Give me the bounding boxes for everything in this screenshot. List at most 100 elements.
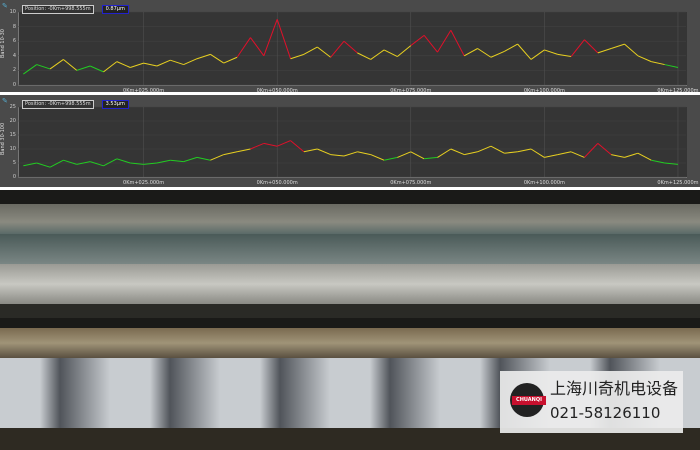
series-segment xyxy=(330,40,345,58)
series-segment xyxy=(89,65,104,73)
series-segment xyxy=(424,156,438,160)
chart-panel-top: ✎ Band 10-30 Position: -0Km+998.555m 0.8… xyxy=(0,0,700,94)
series-segment xyxy=(223,56,238,64)
series-segment xyxy=(357,52,371,60)
series-segment xyxy=(504,151,518,154)
plot-area[interactable] xyxy=(18,107,687,178)
y-tick-label: 0 xyxy=(12,82,16,88)
gear-logo-icon: CHUANQI xyxy=(510,383,546,417)
series-segment xyxy=(544,49,558,55)
series-segment xyxy=(183,156,198,163)
series-segment xyxy=(530,49,545,60)
series-segment xyxy=(530,148,545,158)
series-segment xyxy=(343,151,358,157)
series-segment xyxy=(357,151,371,156)
series-segment xyxy=(383,156,398,161)
y-tick-label: 2 xyxy=(12,67,16,74)
series-segment xyxy=(316,46,331,58)
series-segment xyxy=(651,159,665,164)
series-segment xyxy=(463,48,478,57)
company-watermark: CHUANQI 上海川奇机电设备 021-58126110 xyxy=(500,371,683,433)
series-segment xyxy=(437,29,452,53)
x-tick-label: 0Km+125.000m xyxy=(657,180,699,186)
series-segment xyxy=(410,151,425,160)
pin-icon[interactable]: ✎ xyxy=(2,97,8,105)
pin-icon[interactable]: ✎ xyxy=(2,2,8,10)
series-segment xyxy=(450,30,465,57)
series-segment xyxy=(116,61,131,68)
series-segment xyxy=(36,64,51,70)
series-segment xyxy=(570,151,585,158)
readout-bar: Position: -0Km+998.555m 3.53µm xyxy=(22,100,129,109)
y-tick-label: 8 xyxy=(12,23,16,30)
series-segment xyxy=(36,162,51,168)
series-segment xyxy=(450,148,465,156)
series-segment xyxy=(370,49,385,60)
series-segment xyxy=(637,55,652,63)
x-tick-label: 0Km+025.000m xyxy=(123,180,165,186)
series-segment xyxy=(237,148,251,153)
rail-surface-image xyxy=(0,190,700,450)
x-tick-label: 0Km+125.000m xyxy=(657,88,699,94)
y-tick-label: 5 xyxy=(12,160,16,166)
series-segment xyxy=(584,143,599,158)
series-segment xyxy=(130,162,144,165)
series-segment xyxy=(156,59,171,67)
x-tick-label: 0Km+075.000m xyxy=(390,88,432,94)
series-segment xyxy=(196,156,211,161)
series-segment xyxy=(156,159,171,164)
series-segment xyxy=(210,154,224,161)
series-segment xyxy=(263,19,278,56)
x-tick-label: 0Km+100.000m xyxy=(523,88,565,94)
series-segment xyxy=(664,162,679,165)
series-segment xyxy=(290,140,305,153)
y-tick-label: 10 xyxy=(9,9,16,15)
series-segment xyxy=(477,48,492,58)
series-segment xyxy=(183,58,198,66)
series-segment xyxy=(76,65,91,71)
x-tick-label: 0Km+025.000m xyxy=(123,88,165,94)
series-segment xyxy=(143,162,157,165)
series-segment xyxy=(317,148,331,156)
series-segment xyxy=(517,148,532,153)
series-segment xyxy=(63,59,78,71)
series-segment xyxy=(303,46,318,55)
series-segment xyxy=(504,43,518,52)
y-tick-label: 25 xyxy=(9,104,16,110)
series-segment xyxy=(170,59,184,66)
y-tick-label: 4 xyxy=(12,52,16,59)
series-segment xyxy=(437,148,452,158)
x-tick-label: 0Km+050.000m xyxy=(256,88,298,94)
series-segment xyxy=(116,158,131,164)
series-segment xyxy=(490,145,505,154)
series-segment xyxy=(236,37,251,58)
series-segment xyxy=(624,152,639,158)
series-segment xyxy=(517,43,532,60)
position-readout: Position: -0Km+998.555m xyxy=(22,5,94,14)
y-tick-label: 15 xyxy=(9,132,16,138)
series-segment xyxy=(611,154,625,158)
y-tick-label: 6 xyxy=(12,38,16,45)
series-segment xyxy=(103,61,118,73)
series-segment xyxy=(397,151,411,158)
series-segment xyxy=(570,39,585,57)
series-segment xyxy=(23,162,37,167)
series-segment xyxy=(196,53,211,60)
y-tick-label: 20 xyxy=(9,118,16,124)
position-readout: Position: -0Km+998.555m xyxy=(22,100,94,109)
series-segment xyxy=(584,39,599,54)
series-segment xyxy=(303,148,318,153)
series-segment xyxy=(544,154,558,158)
chart-panel-bottom: ✎ Band 30-100 Position: -0Km+998.555m 3.… xyxy=(0,95,700,187)
series-segment xyxy=(276,19,292,59)
series-segment xyxy=(263,142,278,147)
series-segment xyxy=(370,154,385,161)
value-readout: 3.53µm xyxy=(101,100,129,109)
series-segment xyxy=(651,61,665,66)
series-segment xyxy=(664,64,679,68)
series-segment xyxy=(410,34,425,46)
series-segment xyxy=(210,53,225,64)
series-segment xyxy=(250,37,265,57)
series-segment xyxy=(624,43,639,57)
series-segment xyxy=(250,142,265,150)
